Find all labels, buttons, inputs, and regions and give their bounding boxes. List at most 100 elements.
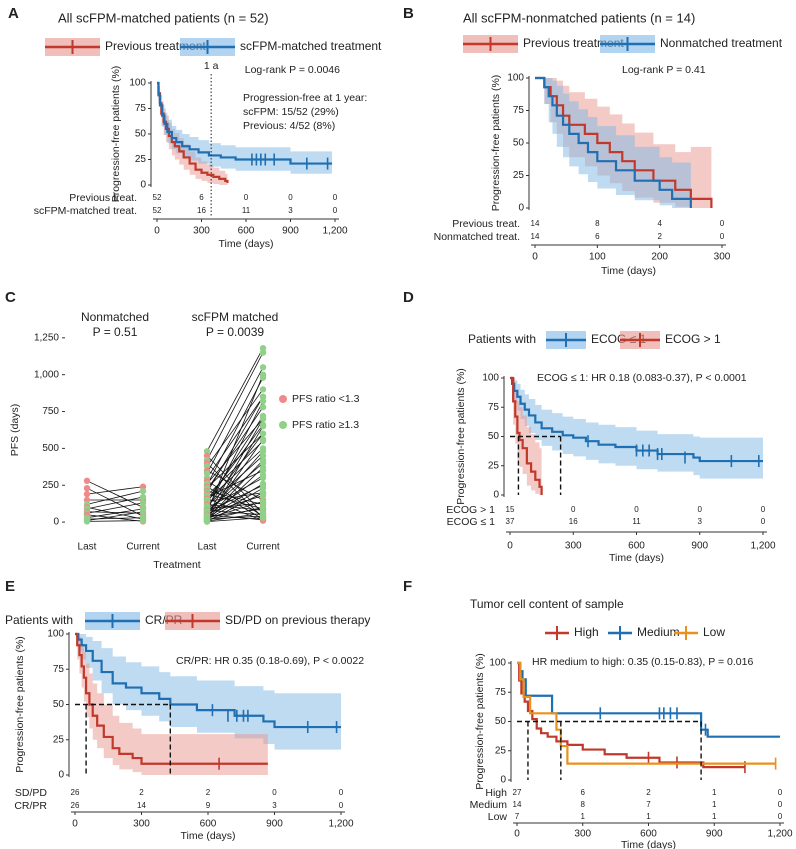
x-tick-label: 300 bbox=[574, 829, 591, 840]
y-tick-label: 50 bbox=[513, 138, 525, 149]
survival-curve bbox=[517, 661, 745, 769]
y-axis-label: Progression-free patients (%) bbox=[14, 636, 26, 773]
risk-count: 0 bbox=[634, 505, 639, 514]
pair-line bbox=[206, 433, 264, 508]
point bbox=[203, 452, 211, 459]
x-tick-label: 0 bbox=[154, 226, 160, 237]
risk-count: 16 bbox=[569, 517, 578, 526]
risk-count: 0 bbox=[244, 193, 249, 202]
x-tick-label: 200 bbox=[651, 252, 668, 263]
panel-label: B bbox=[403, 5, 414, 22]
pair-line bbox=[206, 352, 264, 461]
y-tick-label: 1,250 bbox=[34, 332, 59, 343]
point bbox=[83, 490, 91, 498]
risk-count: 1 bbox=[646, 812, 651, 821]
risk-count: 2 bbox=[646, 788, 651, 797]
y-tick-label: 0 bbox=[500, 775, 506, 786]
risk-count: 0 bbox=[272, 788, 277, 797]
legend-label: SD/PD on previous therapy bbox=[225, 613, 370, 627]
annotation: HR medium to high: 0.35 (0.15-0.83), P =… bbox=[532, 656, 753, 668]
pair-line bbox=[86, 508, 144, 519]
pair-line bbox=[206, 492, 264, 522]
point bbox=[83, 477, 91, 485]
panel-label: E bbox=[5, 578, 15, 595]
pair-line bbox=[206, 462, 264, 518]
y-tick-label: 50 bbox=[53, 699, 65, 710]
y-tick-label: 50 bbox=[495, 716, 507, 727]
x-tick-label: 600 bbox=[200, 819, 217, 830]
pair-line bbox=[206, 467, 264, 521]
panel-label: F bbox=[403, 578, 412, 595]
risk-count: 26 bbox=[71, 801, 80, 810]
pair-line bbox=[86, 490, 144, 505]
y-tick-label: 75 bbox=[53, 664, 65, 675]
risk-count: 2 bbox=[206, 788, 211, 797]
legend-label: Previous treatment bbox=[523, 36, 624, 50]
risk-count: 0 bbox=[339, 801, 344, 810]
point bbox=[259, 415, 267, 423]
risk-count: 14 bbox=[513, 800, 522, 809]
x-axis-label: Time (days) bbox=[621, 839, 676, 849]
legend-label: PFS ratio <1.3 bbox=[292, 393, 360, 405]
annotation: ECOG ≤ 1: HR 0.18 (0.083-0.37), P < 0.00… bbox=[537, 372, 747, 384]
point bbox=[259, 498, 267, 505]
risk-count: 0 bbox=[720, 232, 725, 241]
point bbox=[139, 499, 147, 507]
survival-curve bbox=[510, 376, 763, 463]
pair-line bbox=[206, 515, 264, 520]
x-tick-label: 300 bbox=[133, 819, 150, 830]
risk-row-label: CR/PR bbox=[14, 800, 47, 812]
risk-row-label: Previous treat. bbox=[452, 218, 520, 230]
risk-row-label: SD/PD bbox=[15, 787, 48, 799]
y-axis-label: Progression-free patients (%) bbox=[455, 368, 467, 505]
y-tick-label: 25 bbox=[135, 154, 147, 165]
y-tick-label: 0 bbox=[140, 180, 146, 191]
legend-label: ECOG > 1 bbox=[665, 332, 721, 346]
pair-line bbox=[206, 396, 264, 493]
group-title: scFPM matched bbox=[192, 310, 279, 324]
risk-row-label: ECOG > 1 bbox=[446, 504, 495, 516]
point bbox=[83, 484, 91, 492]
legend-label: Nonmatched treatment bbox=[660, 36, 783, 50]
chart-title: All scFPM-matched patients (n = 52) bbox=[58, 10, 269, 25]
risk-count: 0 bbox=[339, 788, 344, 797]
legend-title: Tumor cell content of sample bbox=[470, 597, 624, 611]
legend-marker bbox=[279, 395, 287, 403]
pair-line bbox=[206, 512, 264, 522]
y-tick-label: 75 bbox=[135, 103, 147, 114]
y-tick-label: 100 bbox=[47, 629, 64, 640]
risk-count: 52 bbox=[153, 206, 162, 215]
survival-curve bbox=[75, 632, 268, 765]
risk-count: 0 bbox=[778, 800, 783, 809]
point bbox=[259, 471, 267, 479]
survival-curve bbox=[75, 632, 341, 729]
pair-line bbox=[206, 474, 264, 516]
pair-line bbox=[86, 511, 144, 522]
group-title: Nonmatched bbox=[81, 310, 149, 324]
y-tick-label: 100 bbox=[489, 658, 506, 669]
point bbox=[259, 464, 267, 471]
y-axis-label: Progression-free patients (%) bbox=[474, 653, 486, 790]
pair-line bbox=[206, 455, 264, 507]
point bbox=[203, 448, 211, 455]
pair-line bbox=[206, 490, 264, 505]
risk-count: 0 bbox=[288, 193, 293, 202]
point bbox=[259, 514, 267, 521]
survival-curve bbox=[510, 376, 543, 495]
point bbox=[259, 510, 267, 517]
pair-line bbox=[206, 495, 264, 514]
risk-count: 11 bbox=[632, 517, 641, 526]
x-tick-label: 300 bbox=[714, 252, 731, 263]
pair-line bbox=[206, 401, 264, 510]
confidence-band bbox=[535, 78, 691, 208]
pair-line bbox=[206, 377, 264, 486]
y-tick-label: 100 bbox=[507, 73, 524, 84]
point bbox=[259, 504, 267, 511]
group-p-value: P = 0.0039 bbox=[206, 325, 264, 339]
point bbox=[259, 448, 267, 455]
point bbox=[139, 508, 147, 515]
point bbox=[259, 393, 267, 400]
pair-line bbox=[206, 389, 264, 467]
pair-line bbox=[206, 433, 264, 489]
